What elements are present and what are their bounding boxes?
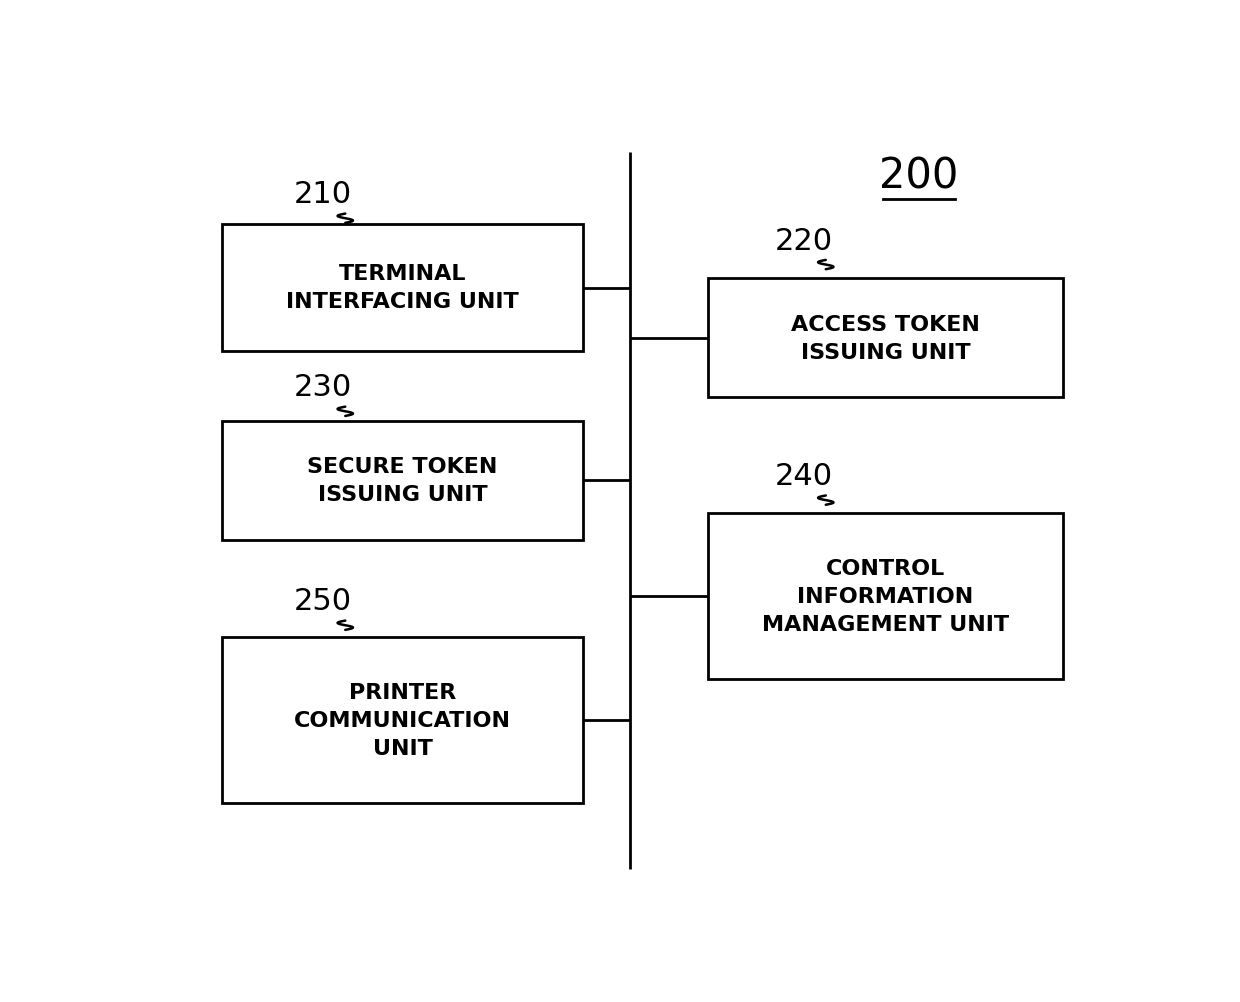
Text: 200: 200 xyxy=(879,155,959,197)
Text: SECURE TOKEN
ISSUING UNIT: SECURE TOKEN ISSUING UNIT xyxy=(308,457,497,505)
Bar xyxy=(222,421,583,541)
Text: 220: 220 xyxy=(775,226,833,256)
Bar xyxy=(708,279,1063,398)
Text: 250: 250 xyxy=(294,586,352,615)
Text: TERMINAL
INTERFACING UNIT: TERMINAL INTERFACING UNIT xyxy=(286,265,518,312)
Text: 210: 210 xyxy=(294,180,352,209)
Text: 240: 240 xyxy=(775,462,833,491)
Bar xyxy=(708,514,1063,679)
Text: 230: 230 xyxy=(294,373,352,402)
Text: PRINTER
COMMUNICATION
UNIT: PRINTER COMMUNICATION UNIT xyxy=(294,682,511,759)
Text: CONTROL
INFORMATION
MANAGEMENT UNIT: CONTROL INFORMATION MANAGEMENT UNIT xyxy=(761,559,1009,634)
Bar xyxy=(222,224,583,352)
Bar xyxy=(222,637,583,803)
Text: ACCESS TOKEN
ISSUING UNIT: ACCESS TOKEN ISSUING UNIT xyxy=(791,315,980,362)
